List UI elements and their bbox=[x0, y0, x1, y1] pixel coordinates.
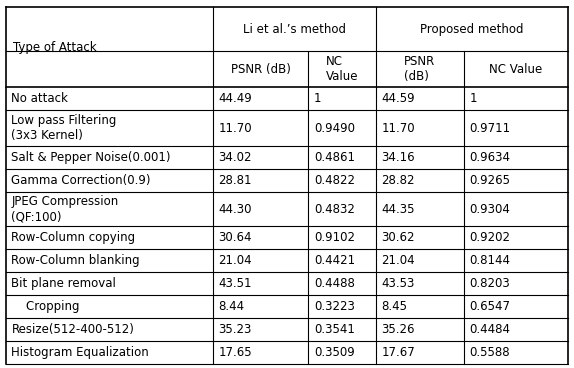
Text: 34.16: 34.16 bbox=[382, 151, 415, 164]
Text: 0.8144: 0.8144 bbox=[470, 254, 510, 267]
Text: PSNR (dB): PSNR (dB) bbox=[231, 63, 290, 76]
Text: 8.45: 8.45 bbox=[382, 300, 408, 313]
Text: 30.62: 30.62 bbox=[382, 231, 415, 244]
Text: Cropping: Cropping bbox=[11, 300, 80, 313]
Text: 0.8203: 0.8203 bbox=[470, 277, 510, 290]
Text: 0.5588: 0.5588 bbox=[470, 346, 510, 359]
Text: Resize(512-400-512): Resize(512-400-512) bbox=[11, 323, 134, 336]
Text: 21.04: 21.04 bbox=[219, 254, 252, 267]
Text: Histogram Equalization: Histogram Equalization bbox=[11, 346, 149, 359]
Text: Proposed method: Proposed method bbox=[420, 23, 524, 36]
Text: 0.9711: 0.9711 bbox=[470, 122, 510, 135]
Text: No attack: No attack bbox=[11, 92, 68, 105]
Text: 0.4484: 0.4484 bbox=[470, 323, 510, 336]
Text: 34.02: 34.02 bbox=[219, 151, 252, 164]
Text: Li et al.’s method: Li et al.’s method bbox=[243, 23, 346, 36]
Text: 0.6547: 0.6547 bbox=[470, 300, 510, 313]
Text: 44.49: 44.49 bbox=[219, 92, 252, 105]
Text: 28.81: 28.81 bbox=[219, 174, 252, 187]
Text: Gamma Correction(0.9): Gamma Correction(0.9) bbox=[11, 174, 151, 187]
Text: Low pass Filtering
(3x3 Kernel): Low pass Filtering (3x3 Kernel) bbox=[11, 114, 117, 142]
Text: 0.4861: 0.4861 bbox=[314, 151, 355, 164]
Text: 17.67: 17.67 bbox=[382, 346, 416, 359]
Text: 17.65: 17.65 bbox=[219, 346, 252, 359]
Text: 11.70: 11.70 bbox=[219, 122, 252, 135]
Text: 0.3509: 0.3509 bbox=[314, 346, 355, 359]
Text: 11.70: 11.70 bbox=[382, 122, 415, 135]
Text: 28.82: 28.82 bbox=[382, 174, 415, 187]
Text: 0.9634: 0.9634 bbox=[470, 151, 510, 164]
Text: 44.35: 44.35 bbox=[382, 202, 415, 216]
Text: 43.51: 43.51 bbox=[219, 277, 252, 290]
Text: 21.04: 21.04 bbox=[382, 254, 415, 267]
Text: Row-Column copying: Row-Column copying bbox=[11, 231, 135, 244]
Text: 0.9202: 0.9202 bbox=[470, 231, 510, 244]
Text: 0.3223: 0.3223 bbox=[314, 300, 355, 313]
Text: 0.9102: 0.9102 bbox=[314, 231, 355, 244]
Text: 0.4822: 0.4822 bbox=[314, 174, 355, 187]
Text: 0.4488: 0.4488 bbox=[314, 277, 355, 290]
Text: 8.44: 8.44 bbox=[219, 300, 245, 313]
Text: 44.30: 44.30 bbox=[219, 202, 252, 216]
Text: 1: 1 bbox=[314, 92, 321, 105]
Text: 1: 1 bbox=[470, 92, 477, 105]
Text: NC Value: NC Value bbox=[489, 63, 542, 76]
Text: 0.3541: 0.3541 bbox=[314, 323, 355, 336]
Text: 43.53: 43.53 bbox=[382, 277, 415, 290]
Text: 35.26: 35.26 bbox=[382, 323, 415, 336]
Text: 30.64: 30.64 bbox=[219, 231, 252, 244]
Text: PSNR
(dB): PSNR (dB) bbox=[404, 55, 436, 83]
Text: JPEG Compression
(QF:100): JPEG Compression (QF:100) bbox=[11, 195, 119, 223]
Text: 0.4832: 0.4832 bbox=[314, 202, 355, 216]
Text: Type of Attack: Type of Attack bbox=[13, 41, 96, 54]
Text: NC
Value: NC Value bbox=[326, 55, 358, 83]
Text: Row-Column blanking: Row-Column blanking bbox=[11, 254, 140, 267]
Text: 35.23: 35.23 bbox=[219, 323, 252, 336]
Text: Bit plane removal: Bit plane removal bbox=[11, 277, 117, 290]
Text: Salt & Pepper Noise(0.001): Salt & Pepper Noise(0.001) bbox=[11, 151, 171, 164]
Text: 44.59: 44.59 bbox=[382, 92, 415, 105]
Text: 0.9490: 0.9490 bbox=[314, 122, 355, 135]
Text: 0.4421: 0.4421 bbox=[314, 254, 355, 267]
Text: 0.9265: 0.9265 bbox=[470, 174, 510, 187]
Text: 0.9304: 0.9304 bbox=[470, 202, 510, 216]
